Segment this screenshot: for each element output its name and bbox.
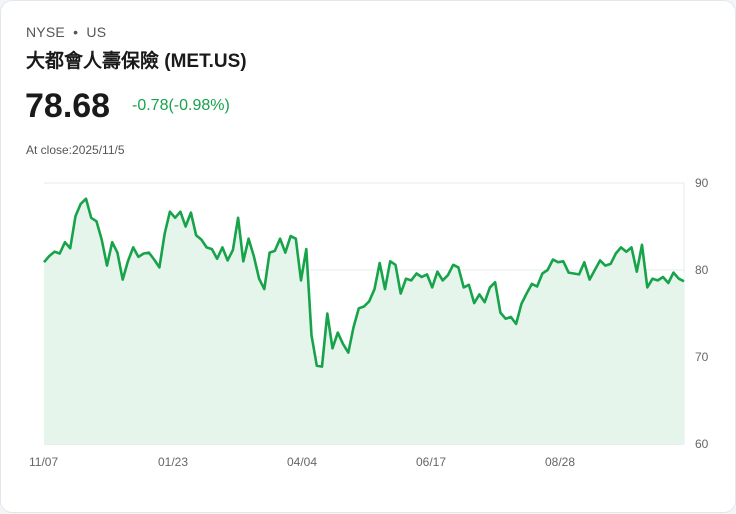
x-tick-label: 06/17 — [416, 455, 446, 469]
separator-dot: • — [73, 24, 79, 40]
exchange-label: NYSE • US — [26, 24, 107, 40]
y-tick-label: 90 — [695, 176, 709, 190]
x-tick-label: 01/23 — [158, 455, 188, 469]
current-price: 78.68 — [25, 87, 111, 125]
y-tick-label: 60 — [695, 437, 709, 451]
close-timestamp: At close:2025/11/5 — [26, 143, 125, 157]
y-tick-label: 80 — [695, 263, 709, 277]
x-tick-label: 08/28 — [545, 455, 575, 469]
x-tick-label: 11/07 — [29, 455, 58, 469]
y-tick-label: 70 — [695, 350, 709, 364]
price-line — [43, 197, 685, 368]
area-fill — [44, 198, 684, 444]
x-tick-label: 04/04 — [287, 455, 317, 469]
stock-title: 大都會人壽保險 (MET.US) — [26, 51, 247, 72]
price-change: -0.78(-0.98%) — [132, 97, 230, 114]
